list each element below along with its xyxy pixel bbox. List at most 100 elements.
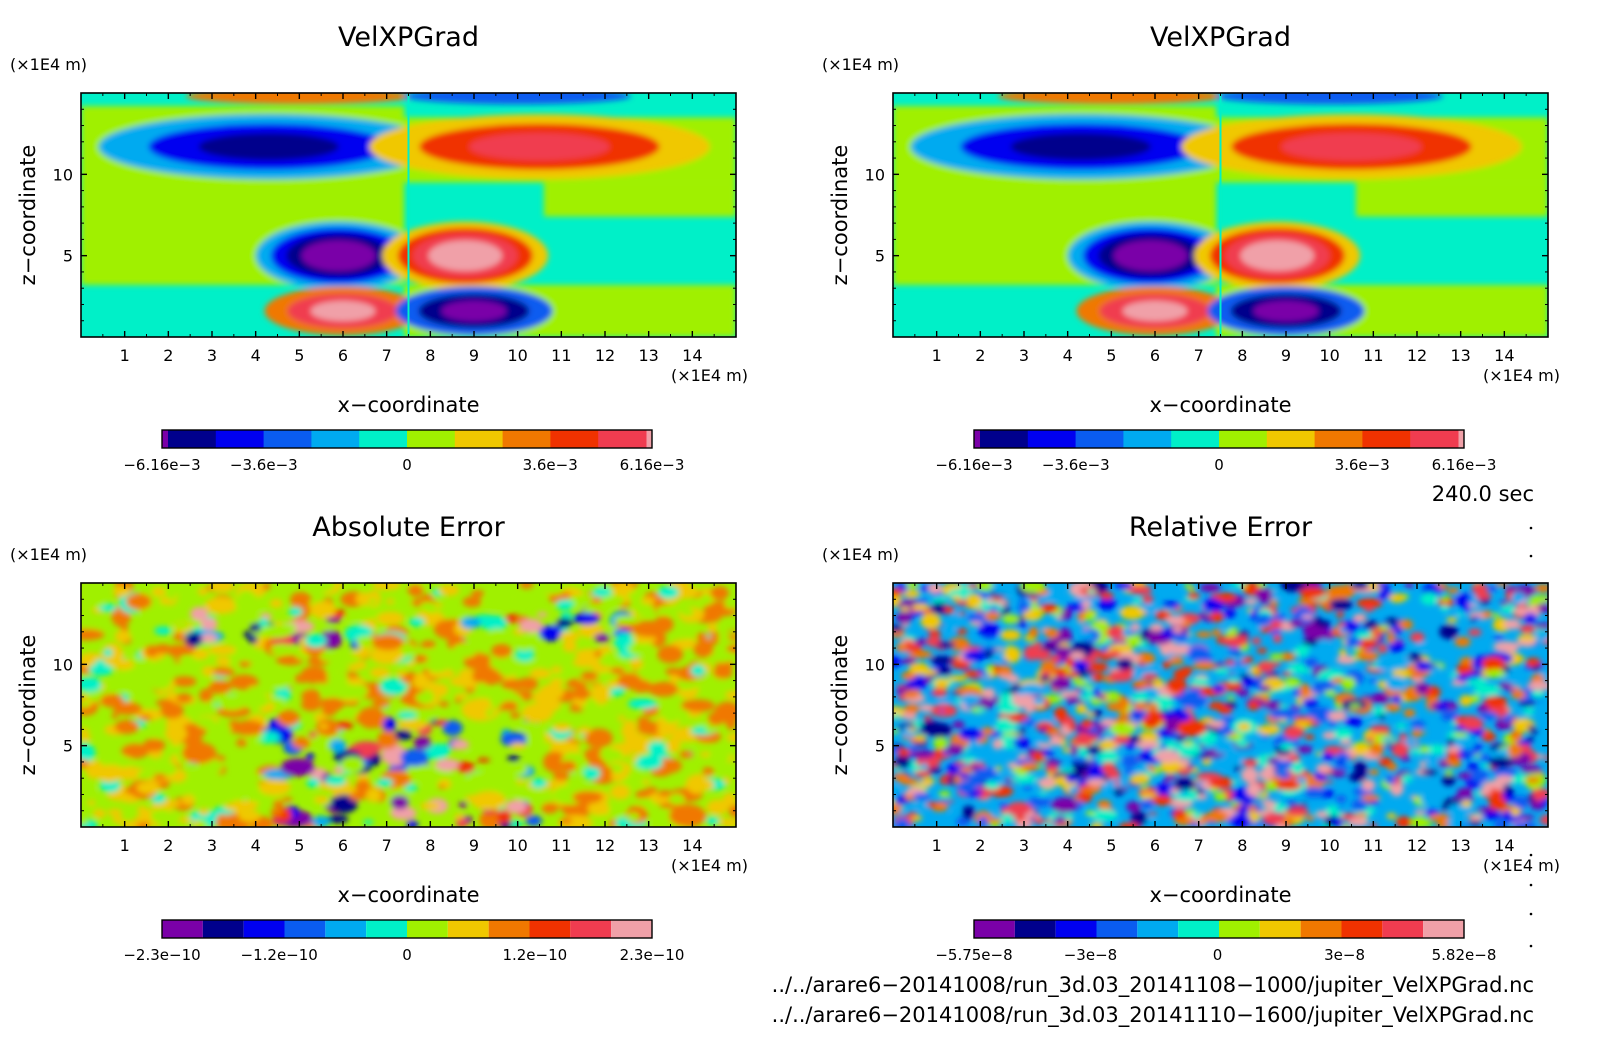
noise-cell — [1470, 815, 1485, 821]
noise-cell — [943, 606, 955, 615]
noise-cell — [1403, 708, 1416, 718]
x-tick-label: 11 — [551, 836, 571, 855]
noise-cell — [1234, 655, 1246, 661]
noise-cell — [1386, 812, 1397, 820]
noise-cell — [1049, 676, 1072, 690]
colorbar-segment — [1266, 430, 1316, 448]
noise-cell — [1270, 600, 1279, 606]
noise-cell — [587, 760, 607, 768]
noise-cell — [1398, 733, 1408, 741]
noise-cell — [1473, 743, 1483, 752]
noise-cell — [87, 799, 96, 806]
noise-cell — [1130, 811, 1148, 827]
noise-cell — [396, 711, 418, 720]
noise-cell — [1454, 636, 1471, 647]
noise-cell — [977, 623, 1001, 638]
noise-cell — [1368, 769, 1380, 776]
noise-cell — [1447, 587, 1460, 594]
noise-cell — [1344, 716, 1363, 728]
noise-cell — [178, 816, 193, 823]
noise-cell — [421, 640, 436, 648]
noise-cell — [1488, 796, 1508, 811]
noise-cell — [951, 811, 960, 818]
noise-cell — [1259, 626, 1273, 633]
noise-cell — [170, 741, 182, 746]
noise-cell — [280, 623, 297, 632]
noise-cell — [479, 810, 503, 827]
noise-cell — [1410, 720, 1426, 729]
noise-cell — [928, 629, 942, 637]
noise-cell — [498, 705, 508, 711]
noise-cell — [404, 783, 418, 792]
colorbar-label: −3e−8 — [1064, 946, 1117, 964]
noise-cell — [1049, 760, 1062, 767]
noise-cell — [1256, 647, 1268, 654]
x-tick-label: 9 — [469, 346, 479, 365]
noise-cell — [934, 678, 950, 690]
chart-panel-4: Relative Error(×1E4 m)1 2 3 4 5 6 7 8 9 10 11 12 13 1… — [822, 512, 1560, 964]
colorbar-label: −1.2e−10 — [241, 946, 318, 964]
noise-cell — [1174, 817, 1195, 826]
noise-cell — [662, 705, 681, 723]
noise-cell — [1446, 745, 1461, 753]
noise-cell — [999, 629, 1022, 641]
noise-cell — [1420, 592, 1439, 606]
noise-cell — [1056, 645, 1072, 660]
noise-cell — [917, 599, 928, 605]
noise-cell — [407, 583, 424, 597]
contour-blob — [1010, 133, 1151, 161]
noise-cell — [229, 674, 259, 690]
noise-cell — [657, 723, 677, 737]
noise-cell — [939, 670, 952, 676]
noise-cell — [269, 598, 283, 608]
noise-cell — [424, 606, 440, 614]
noise-cell — [669, 674, 680, 684]
noise-cell — [895, 643, 908, 653]
noise-cell — [962, 650, 986, 662]
noise-cell — [1251, 637, 1262, 645]
noise-cell — [592, 665, 612, 673]
noise-cell — [1198, 731, 1217, 746]
colorbar-segment — [502, 430, 551, 448]
noise-cell — [1498, 681, 1513, 690]
colorbar-label: −3.6e−3 — [230, 456, 298, 474]
noise-cell — [1202, 598, 1224, 613]
noise-cell — [893, 729, 899, 734]
noise-cell — [1133, 701, 1149, 711]
noise-cell — [1028, 626, 1039, 639]
noise-cell — [1395, 723, 1407, 729]
noise-cell — [1459, 694, 1473, 707]
noise-cell — [210, 724, 232, 734]
noise-cell — [720, 818, 736, 827]
noise-cell — [1230, 813, 1251, 827]
noise-cell — [198, 808, 210, 816]
noise-cell — [252, 775, 269, 782]
x-tick-label: 7 — [1194, 836, 1204, 855]
x-tick-label: 8 — [1237, 346, 1247, 365]
noise-cell — [1228, 647, 1241, 655]
noise-cell — [555, 599, 574, 611]
contour-blob — [469, 133, 610, 161]
noise-cell — [526, 728, 546, 749]
noise-cell — [621, 777, 644, 787]
noise-cell — [1328, 721, 1337, 726]
noise-cell — [1205, 810, 1229, 823]
colorbar-segment — [325, 920, 367, 938]
colorbar-label: 0 — [402, 456, 412, 474]
x-tick-label: 11 — [551, 346, 571, 365]
noise-cell — [974, 767, 996, 782]
noise-cell — [438, 584, 460, 596]
noise-cell — [1437, 702, 1450, 711]
noise-cell — [83, 804, 94, 812]
colorbar-label: 2.3e−10 — [620, 946, 685, 964]
noise-cell — [423, 650, 452, 673]
noise-cell — [451, 739, 470, 750]
noise-cell — [486, 594, 499, 604]
noise-cell — [992, 738, 1003, 750]
noise-cell — [489, 628, 505, 641]
noise-cell — [505, 596, 525, 604]
noise-cell — [1209, 788, 1218, 793]
noise-cell — [81, 742, 96, 764]
colorbar-label: −6.16e−3 — [935, 456, 1012, 474]
noise-cell — [912, 603, 929, 611]
